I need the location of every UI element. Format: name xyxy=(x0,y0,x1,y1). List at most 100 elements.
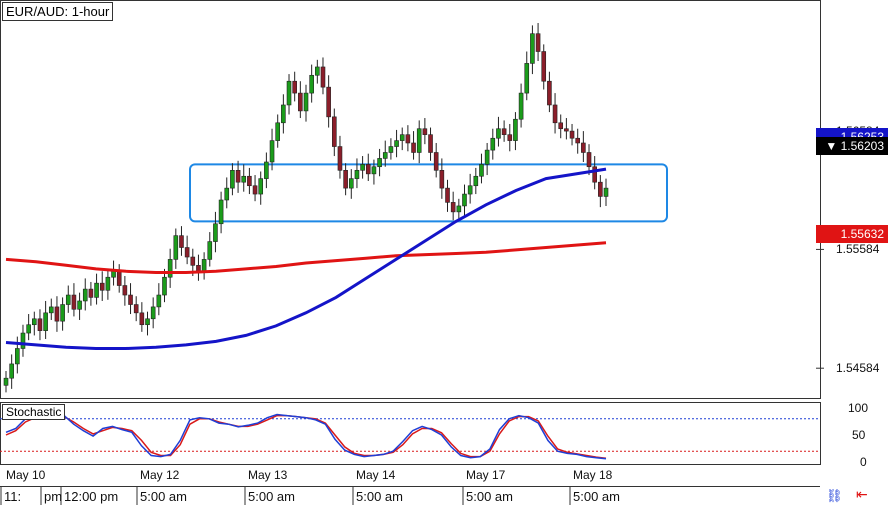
candle-body xyxy=(581,142,586,153)
candle-body xyxy=(99,282,105,291)
candle-body xyxy=(173,235,179,260)
candle-body xyxy=(20,332,26,349)
candle-body xyxy=(128,294,133,305)
candle-body xyxy=(399,134,405,141)
candle-body xyxy=(122,285,128,296)
candle-body xyxy=(394,140,399,147)
candle-body xyxy=(462,193,467,207)
candle-body xyxy=(337,146,343,171)
time-label: 5:00 am xyxy=(248,489,295,504)
date-label: May 12 xyxy=(140,468,180,482)
candle-body xyxy=(501,128,507,135)
candle-body xyxy=(167,259,173,278)
candle-body xyxy=(348,178,354,189)
candle-body xyxy=(558,122,564,130)
candle-body xyxy=(26,324,31,334)
ma-fast-line xyxy=(5,167,607,350)
candle-body xyxy=(320,66,326,88)
current-price-label: 1.56203 xyxy=(840,139,884,153)
candle-body xyxy=(269,140,275,163)
candle-body xyxy=(411,142,416,153)
candle-body xyxy=(592,166,597,183)
candle-body xyxy=(365,164,371,175)
candle-body xyxy=(3,377,9,386)
stoch-level-label: 50 xyxy=(852,428,866,442)
candle-body xyxy=(139,312,145,326)
time-label: 5:00 am xyxy=(356,489,403,504)
candle-body xyxy=(315,66,320,76)
candle-body xyxy=(354,170,360,179)
link-icon[interactable]: ⛓ xyxy=(826,488,843,503)
candle-body xyxy=(116,270,122,286)
date-label: May 10 xyxy=(6,468,46,482)
candle-body xyxy=(479,164,484,177)
candle-body xyxy=(377,158,382,168)
candle-body xyxy=(241,175,247,183)
stoch-pane-frame xyxy=(0,402,821,465)
candle-body xyxy=(264,161,269,179)
candle-body xyxy=(564,128,569,132)
candle-body xyxy=(190,256,196,266)
candle-body xyxy=(433,152,439,171)
candle-body xyxy=(281,104,286,124)
stochastic-k-line xyxy=(5,413,607,460)
stochastic-d-line xyxy=(5,414,607,459)
price-tick-label: 1.55584 xyxy=(836,242,880,257)
candle-body xyxy=(586,152,592,168)
arrow-icon[interactable]: ⇤ xyxy=(856,486,868,502)
candle-body xyxy=(552,104,558,124)
candle-body xyxy=(77,300,82,310)
candle-body xyxy=(490,137,496,151)
date-label: May 17 xyxy=(466,468,506,482)
time-label: 11: xyxy=(4,489,22,504)
candle-body xyxy=(603,187,609,197)
candle-body xyxy=(60,304,65,322)
candle-body xyxy=(230,170,235,189)
candle-body xyxy=(292,80,297,94)
candle-body xyxy=(547,80,552,106)
candle-body xyxy=(94,282,99,298)
candle-body xyxy=(37,318,43,331)
candle-body xyxy=(156,294,162,308)
candle-body xyxy=(524,63,530,94)
candle-body xyxy=(530,33,535,64)
date-label: May 14 xyxy=(356,468,396,482)
support-resistance-zone xyxy=(189,163,668,223)
candle-body xyxy=(309,74,314,94)
candle-body xyxy=(82,288,88,302)
stochastic-title: Stochastic xyxy=(2,404,66,420)
candle-body xyxy=(286,80,292,106)
time-label: pm xyxy=(44,489,63,504)
candle-body xyxy=(207,241,213,260)
main-pane-frame xyxy=(0,0,821,399)
candle-body xyxy=(450,202,456,213)
candle-body xyxy=(445,187,450,203)
candle-body xyxy=(298,92,303,112)
candle-body xyxy=(88,288,94,298)
candle-body xyxy=(43,312,48,331)
candle-body xyxy=(332,116,337,147)
candle-body xyxy=(575,137,580,144)
current-price-arrow: ▼ xyxy=(825,139,841,153)
candle-body xyxy=(467,185,473,195)
candle-body xyxy=(598,181,603,197)
current-price-badge: ▼ 1.56203 xyxy=(816,137,888,155)
candle-body xyxy=(405,134,411,144)
candle-body xyxy=(133,304,139,314)
chart-title: EUR/AUD: 1-hour xyxy=(2,2,114,21)
candle-body xyxy=(150,306,156,320)
candle-body xyxy=(518,92,524,120)
candle-body xyxy=(416,128,422,153)
candle-body xyxy=(9,363,14,379)
time-label: 5:00 am xyxy=(573,489,620,504)
candle-body xyxy=(48,306,54,314)
candle-body xyxy=(569,130,575,139)
time-label: 12:00 pm xyxy=(64,489,119,504)
candle-body xyxy=(218,199,224,225)
candle-body xyxy=(439,170,445,189)
candle-body xyxy=(213,223,218,242)
candle-body xyxy=(224,187,230,201)
ma-slow-line xyxy=(5,241,607,274)
